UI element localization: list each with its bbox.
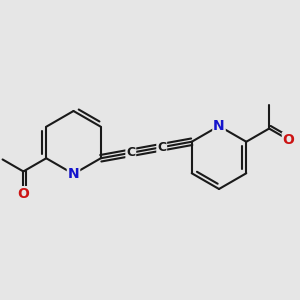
Text: N: N <box>68 167 79 181</box>
Text: O: O <box>17 187 29 201</box>
Text: O: O <box>283 133 295 147</box>
Text: C: C <box>157 141 166 154</box>
Text: C: C <box>126 146 135 159</box>
Text: N: N <box>213 119 225 133</box>
